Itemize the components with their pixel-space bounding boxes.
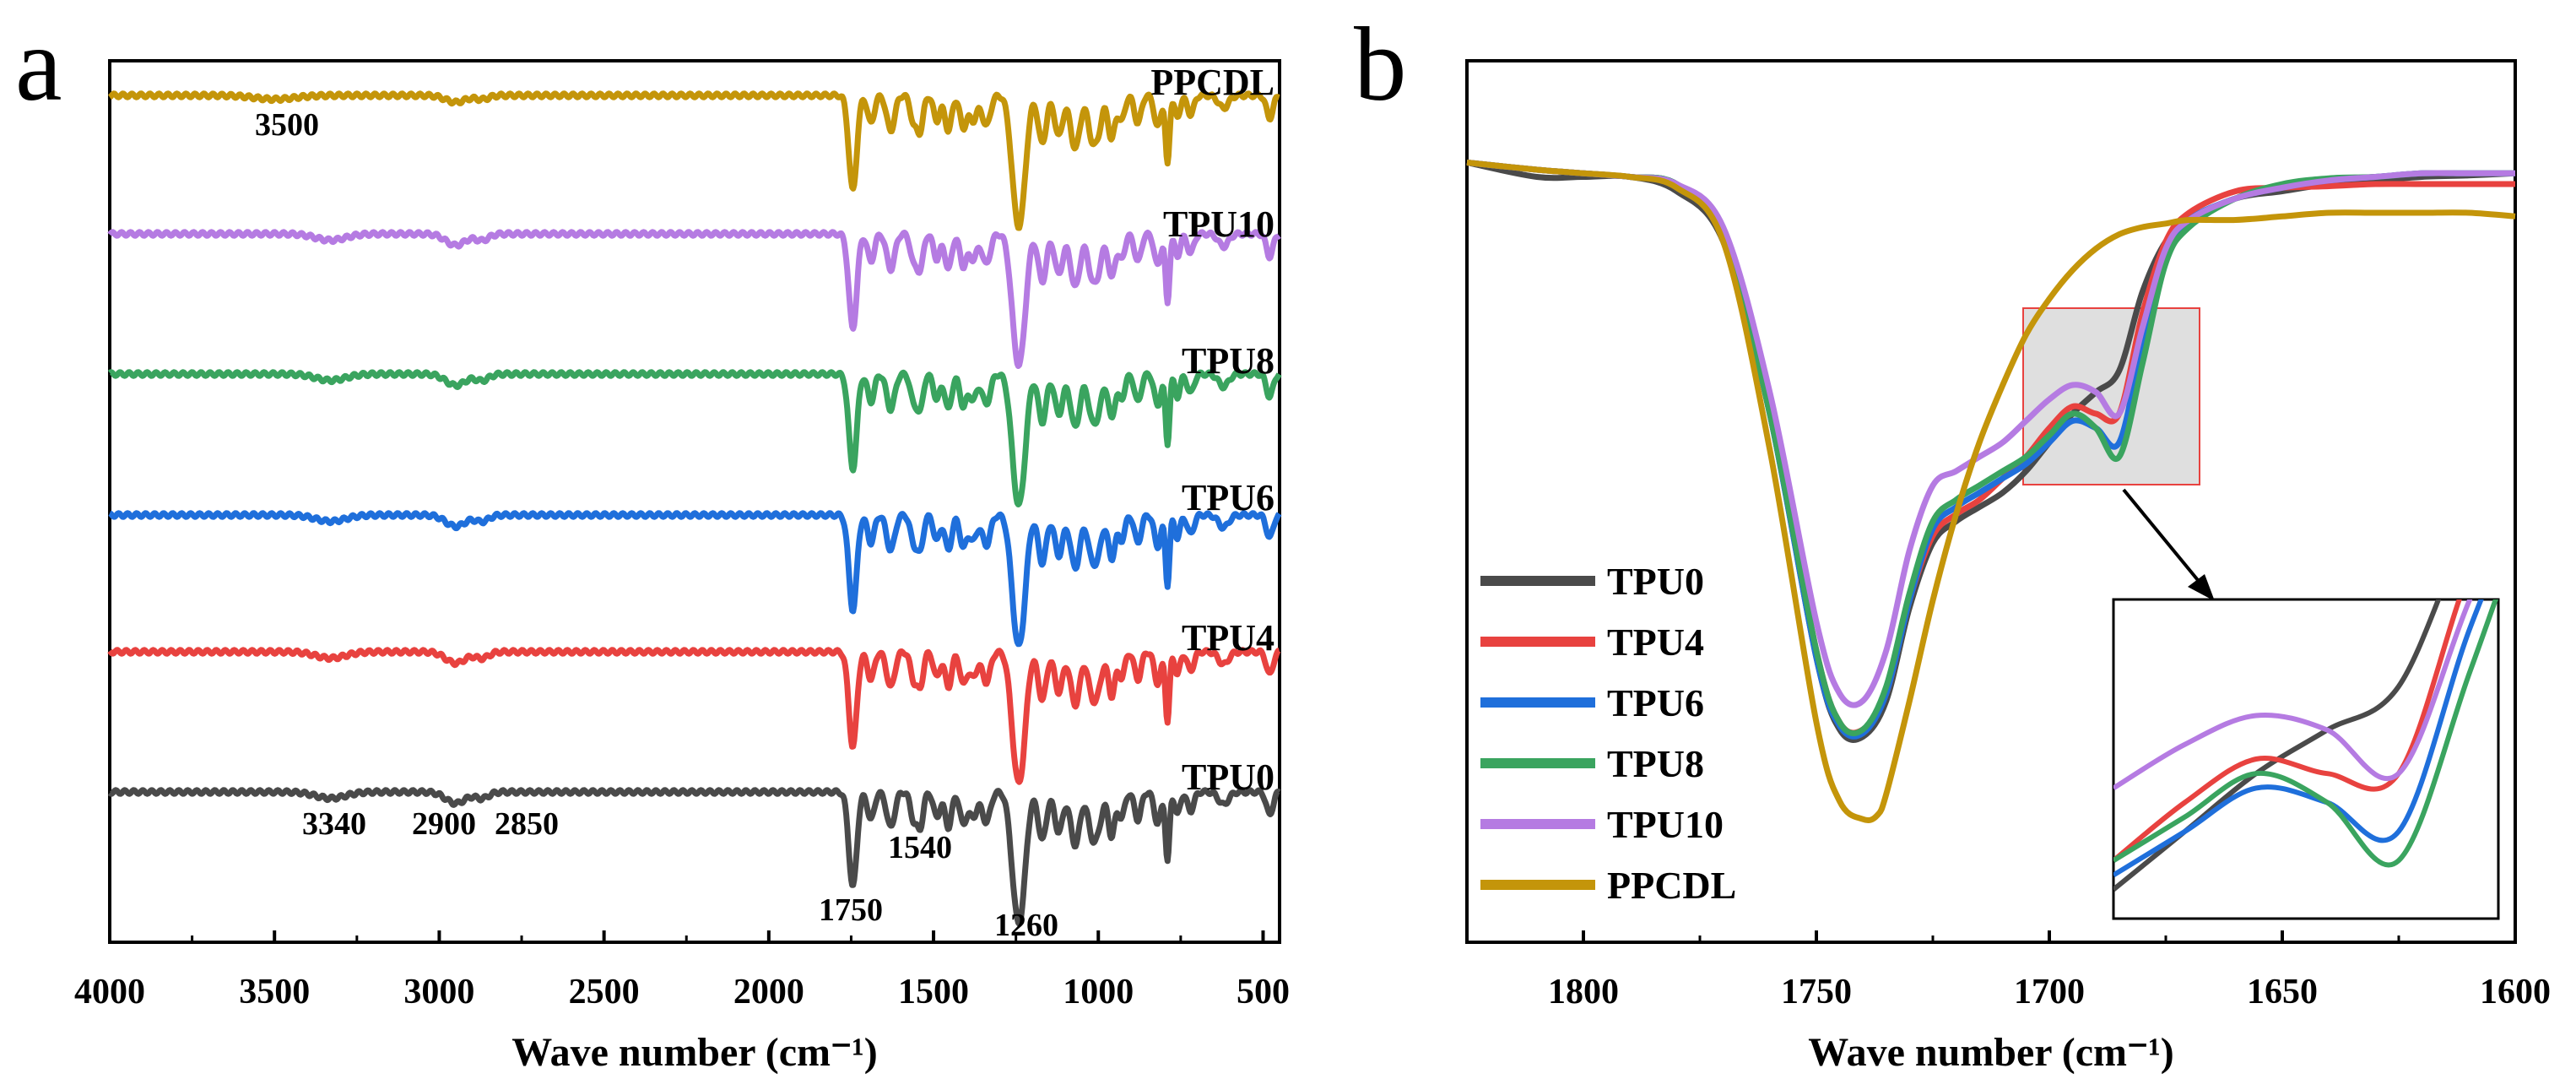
series-label-tpu0: TPU0: [1182, 756, 1274, 798]
x-tick-label: 1500: [898, 973, 969, 1011]
peak-annotation-3500: 3500: [255, 107, 319, 143]
series-label-ppcdl: PPCDL: [1150, 62, 1274, 103]
series-line-tpu10: [107, 229, 1281, 369]
inset-line-tpu8: [2113, 599, 2498, 868]
series-line-tpu6: [107, 510, 1282, 648]
panel-b-legend: TPU0 TPU4 TPU6 TPU8 TPU10 PPCDL: [1480, 560, 1736, 907]
legend-label-tpu8: TPU8: [1607, 742, 1704, 785]
x-tick-label: 500: [1237, 973, 1290, 1011]
legend-label-tpu4: TPU4: [1607, 621, 1704, 664]
peak-annotation-3340: 3340: [302, 806, 366, 842]
panel-a-frame: [108, 59, 1281, 944]
inset-line-tpu6: [2113, 599, 2484, 878]
x-tick-label: 3000: [403, 973, 474, 1011]
peak-annotation-1260: 1260: [994, 908, 1058, 943]
x-tick-label: 4000: [74, 973, 145, 1011]
panel-a-series: [107, 90, 1282, 927]
series-line-tpu0: [107, 787, 1281, 927]
series-label-tpu8: TPU8: [1182, 340, 1274, 382]
panel-a: 4000 3500 3000 2500 2000 1500 1000 500 PPCDL TPU…: [74, 59, 1290, 1075]
legend-label-tpu0: TPU0: [1607, 560, 1704, 603]
inset-line-tpu10: [2113, 599, 2473, 790]
series-line-tpu4: [107, 647, 1281, 785]
panel-b-frame: [1465, 59, 2517, 944]
inset-series: [2113, 599, 2498, 892]
panel-a-series-labels: PPCDL TPU10 TPU8 TPU6 TPU4 TPU0: [1150, 62, 1274, 798]
panel-a-x-axis-title: Wave number (cm⁻¹): [511, 1030, 877, 1075]
zoom-arrow-line: [2122, 488, 2203, 586]
panel-a-x-ticks: 4000 3500 3000 2500 2000 1500 1000 500: [74, 930, 1290, 1011]
peak-annotation-1750: 1750: [819, 892, 883, 928]
panel-b-letter: b: [1354, 7, 1407, 123]
panel-b-series: [1466, 160, 2516, 824]
x-tick-label: 1750: [1781, 973, 1852, 1011]
peak-annotation-2900: 2900: [412, 806, 476, 842]
inset-zoom: [2112, 598, 2500, 920]
x-tick-label: 3500: [239, 973, 310, 1011]
legend-label-tpu10: TPU10: [1607, 803, 1724, 846]
series-line-tpu8: [107, 369, 1282, 507]
legend-label-tpu6: TPU6: [1607, 681, 1704, 724]
inset-line-tpu4: [2113, 599, 2462, 863]
panel-b: 1800 1750 1700 1650 1600 TPU0TPU4TPU6TPU8TPU…: [1465, 59, 2551, 1075]
panel-a-letter: a: [15, 7, 62, 123]
x-tick-label: 1000: [1063, 973, 1134, 1011]
series-line-ppcdl: [107, 90, 1281, 231]
peak-annotation-1540: 1540: [888, 830, 952, 865]
x-tick-label: 2000: [733, 973, 804, 1011]
x-tick-label: 1700: [2014, 973, 2085, 1011]
series-line-ppcdl: [1466, 160, 2516, 824]
series-label-tpu4: TPU4: [1182, 617, 1274, 659]
zoom-arrow-head: [2188, 574, 2215, 601]
panel-b-x-ticks: 1800 1750 1700 1650 1600: [1465, 930, 2551, 1011]
x-tick-label: 1650: [2247, 973, 2318, 1011]
x-tick-label: 1800: [1548, 973, 1619, 1011]
panel-b-x-axis-title: Wave number (cm⁻¹): [1808, 1030, 2173, 1075]
inset-frame: [2112, 598, 2500, 920]
legend-label-ppcdl: PPCDL: [1607, 864, 1736, 907]
series-label-tpu6: TPU6: [1182, 477, 1274, 518]
x-tick-label: 1600: [2480, 973, 2551, 1011]
series-label-tpu10: TPU10: [1163, 203, 1274, 245]
peak-annotation-2850: 2850: [495, 806, 559, 842]
x-tick-label: 2500: [569, 973, 640, 1011]
